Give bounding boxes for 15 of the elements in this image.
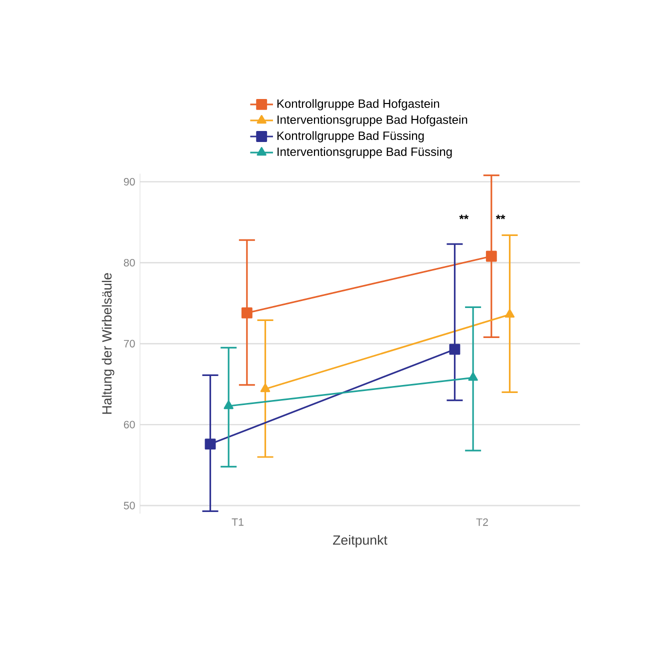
x-axis-title: Zeitpunkt [333, 534, 388, 548]
annotation: ** [496, 214, 506, 220]
x-tick-label: T1 [232, 518, 244, 526]
legend-label: Interventionsgruppe Bad Hofgastein [278, 115, 468, 126]
y-tick-label: 70 [124, 340, 135, 348]
legend-label: Kontrollgruppe Bad Füssing [277, 131, 424, 142]
y-tick-label: 50 [124, 502, 135, 510]
legend-label: Kontrollgruppe Bad Hofgastein [277, 99, 440, 110]
x-tick-label: T2 [476, 518, 488, 526]
y-axis-title: Haltung der Wirbelsäule [102, 273, 114, 414]
y-tick-label: 80 [124, 258, 135, 266]
y-tick-label: 60 [124, 420, 135, 428]
y-tick-label: 90 [124, 178, 135, 186]
legend-label: Interventionsgruppe Bad Füssing [278, 147, 452, 158]
annotation: ** [459, 214, 469, 220]
